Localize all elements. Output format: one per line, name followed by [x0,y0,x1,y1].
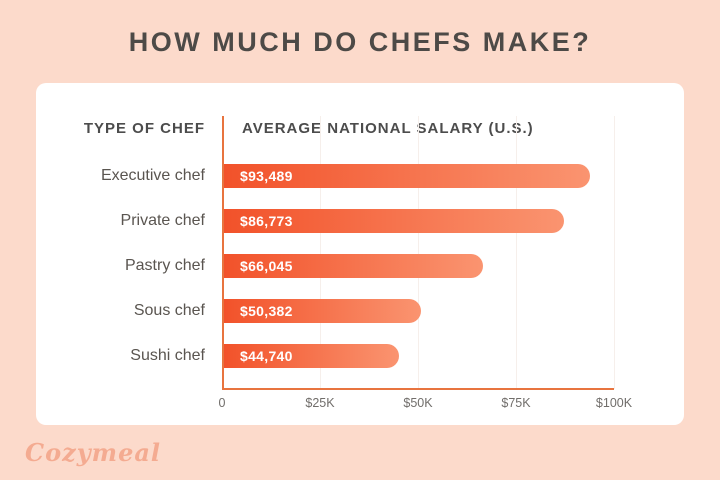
category-label: Sushi chef [130,346,205,364]
bar-chart: Executive chef $93,489 Private chef $86,773… [36,153,684,378]
plot-gridline [418,116,419,389]
category-label: Executive chef [100,166,205,184]
category-label: Private chef [120,211,205,229]
x-tick-label: $50K [403,396,433,410]
x-tick-label: $25K [305,396,335,410]
page-title: HOW MUCH DO CHEFS MAKE? [128,27,592,57]
salary-bar: $86,773 [224,208,564,233]
bar-value-label: $66,045 [240,257,293,274]
brand-logo: Cozymeal [25,438,162,467]
category-label: Pastry chef [124,256,205,274]
salary-bar: $44,740 [224,343,399,368]
plot-gridline [516,116,517,389]
column-header-type-of-chef: TYPE OF CHEF [83,120,205,137]
x-tick-label: $100K [595,396,633,410]
chart-row: Executive chef $93,489 [36,153,684,198]
category-label: Sous chef [133,301,205,319]
salary-bar: $93,489 [224,163,590,188]
column-separator-line [222,116,224,389]
x-axis-line [222,388,614,390]
chart-row: Pastry chef $66,045 [36,243,684,288]
bar-value-label: $44,740 [240,347,293,364]
column-header-salary: AVERAGE NATIONAL SALARY (U.S.) [242,120,534,137]
bar-value-label: $50,382 [240,302,293,319]
plot-gridline [320,116,321,389]
chart-row: Sushi chef $44,740 [36,333,684,378]
bar-value-label: $93,489 [240,167,293,184]
chart-row: Sous chef $50,382 [36,288,684,333]
bar-value-label: $86,773 [240,212,293,229]
plot-gridline [614,116,615,389]
salary-bar: $66,045 [224,253,483,278]
x-tick-label: $75K [501,396,531,410]
chart-card: TYPE OF CHEF AVERAGE NATIONAL SALARY (U.… [36,83,684,425]
chart-row: Private chef $86,773 [36,198,684,243]
x-tick-label: 0 [218,396,226,410]
salary-bar: $50,382 [224,298,421,323]
